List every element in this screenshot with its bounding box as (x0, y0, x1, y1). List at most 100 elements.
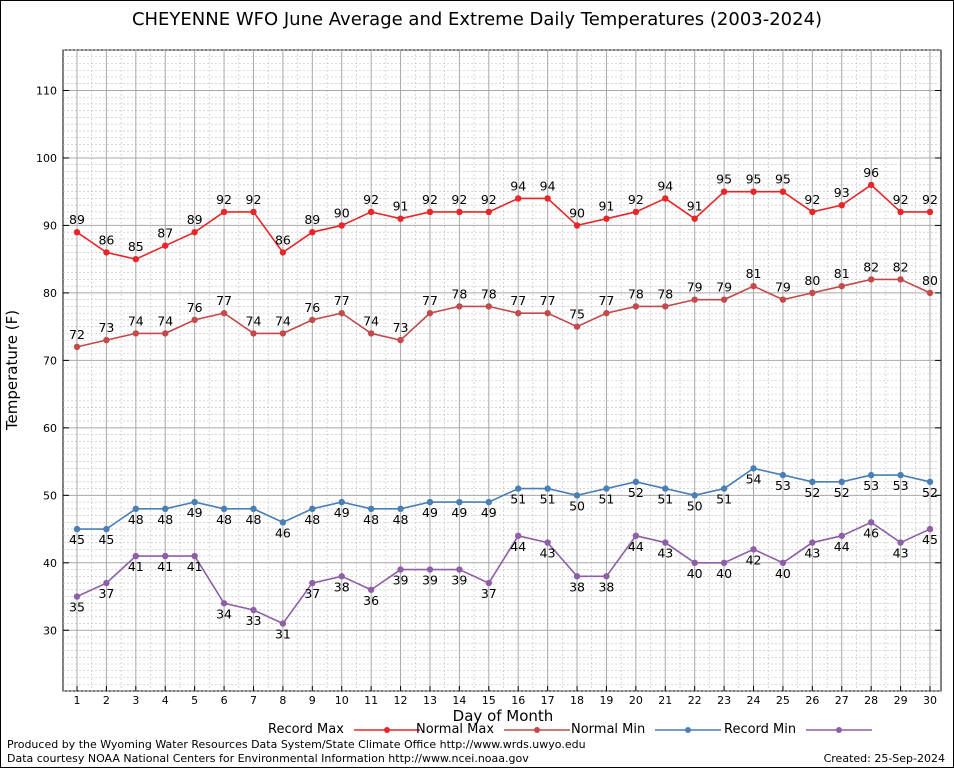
data-label-record-max: 86 (275, 232, 291, 247)
data-point-normal-min (397, 505, 404, 513)
data-point-record-max (603, 215, 610, 222)
data-label-normal-min: 52 (628, 485, 644, 500)
data-point-record-max (750, 188, 757, 195)
data-label-record-max: 94 (540, 178, 556, 193)
data-label-normal-min: 52 (804, 485, 820, 500)
data-label-normal-min: 51 (540, 492, 556, 507)
x-tick-label: 15 (482, 694, 496, 707)
data-point-record-min (897, 539, 904, 546)
data-label-normal-min: 48 (128, 512, 144, 527)
data-point-record-min (720, 559, 728, 566)
data-point-normal-max (338, 309, 345, 317)
data-point-record-min (73, 593, 81, 600)
data-label-record-min: 40 (716, 566, 732, 581)
data-point-record-max (515, 195, 522, 202)
legend-swatch-normal-max (504, 726, 571, 733)
data-label-record-max: 92 (481, 192, 497, 207)
data-label-record-min: 41 (187, 559, 203, 574)
data-point-normal-min (809, 478, 816, 486)
data-label-normal-min: 48 (216, 512, 232, 527)
data-label-normal-max: 72 (69, 327, 85, 342)
x-axis-label: Day of Month (452, 707, 554, 725)
data-point-normal-max (279, 330, 287, 337)
data-point-normal-min (338, 498, 345, 506)
data-label-normal-max: 82 (893, 259, 909, 274)
data-point-record-min (573, 573, 581, 580)
data-point-record-min (191, 552, 198, 560)
data-label-record-min: 44 (510, 539, 526, 554)
data-point-normal-min (132, 505, 140, 513)
data-label-record-max: 91 (598, 199, 614, 214)
data-label-record-max: 92 (216, 192, 232, 207)
data-point-record-min (456, 566, 463, 573)
x-tick-label: 6 (221, 694, 228, 707)
data-point-normal-min (485, 498, 492, 506)
data-label-record-max: 96 (863, 165, 879, 180)
legend-record-max: Record Max (268, 722, 422, 737)
y-tick-label: 100 (36, 152, 57, 165)
data-point-record-min (426, 566, 434, 573)
data-point-record-max (544, 195, 551, 202)
data-label-record-max: 92 (922, 192, 938, 207)
data-label-normal-max: 76 (187, 300, 203, 315)
footer-credit-line: Produced by the Wyoming Water Resources … (7, 738, 586, 751)
data-label-record-min: 45 (922, 532, 938, 547)
data-point-record-min (838, 532, 845, 540)
data-label-record-min: 44 (628, 539, 644, 554)
x-tick-label: 30 (923, 694, 937, 707)
data-point-record-min (279, 620, 287, 627)
data-label-record-max: 92 (804, 192, 820, 207)
data-label-normal-max: 78 (451, 286, 467, 301)
x-tick-label: 13 (423, 694, 437, 707)
data-label-normal-max: 80 (922, 273, 938, 288)
data-point-normal-max (132, 330, 140, 337)
data-label-record-min: 37 (98, 586, 114, 601)
data-label-record-max: 92 (363, 192, 379, 207)
data-label-normal-min: 48 (393, 512, 409, 527)
y-tick-label: 80 (43, 287, 57, 300)
data-label-record-min: 36 (363, 593, 379, 608)
data-label-normal-min: 49 (187, 505, 203, 520)
data-point-normal-min (720, 485, 728, 492)
data-label-record-max: 89 (69, 212, 85, 227)
data-label-record-min: 46 (863, 525, 879, 540)
x-tick-label: 16 (511, 694, 525, 707)
data-point-normal-max (73, 343, 81, 351)
data-point-record-max (309, 228, 316, 236)
data-point-record-max (691, 215, 698, 222)
data-point-normal-max (632, 303, 640, 310)
data-label-normal-max: 73 (98, 320, 114, 335)
y-tick-label: 110 (36, 84, 57, 97)
data-label-normal-max: 81 (746, 266, 762, 281)
data-label-normal-min: 50 (687, 498, 703, 513)
data-label-record-min: 39 (451, 573, 467, 588)
data-point-record-min (485, 579, 492, 587)
data-point-record-max (779, 188, 787, 195)
data-label-normal-min: 49 (451, 505, 467, 520)
data-label-normal-min: 51 (716, 492, 732, 507)
data-label-record-max: 92 (628, 192, 644, 207)
data-point-normal-max (103, 336, 110, 344)
series-line-normal-min (77, 467, 931, 530)
data-label-normal-max: 81 (834, 266, 850, 281)
x-tick-label: 25 (776, 694, 790, 707)
data-label-record-max: 89 (304, 212, 320, 227)
data-label-record-max: 95 (716, 172, 732, 187)
data-point-record-max (279, 249, 287, 256)
data-label-normal-max: 80 (804, 273, 820, 288)
data-label-record-min: 44 (834, 539, 850, 554)
data-point-record-min (779, 559, 787, 566)
data-label-normal-min: 51 (598, 492, 614, 507)
data-label-normal-min: 53 (775, 478, 791, 493)
data-label-record-max: 89 (187, 212, 203, 227)
data-label-normal-max: 73 (393, 320, 409, 335)
data-point-normal-max (838, 282, 845, 290)
x-tick-label: 22 (688, 694, 702, 707)
x-tick-label: 24 (747, 694, 761, 707)
data-point-record-max (573, 222, 581, 229)
data-label-normal-min: 52 (834, 485, 850, 500)
data-label-normal-max: 74 (128, 313, 144, 328)
data-point-normal-max (720, 296, 728, 303)
x-tick-label: 28 (864, 694, 878, 707)
